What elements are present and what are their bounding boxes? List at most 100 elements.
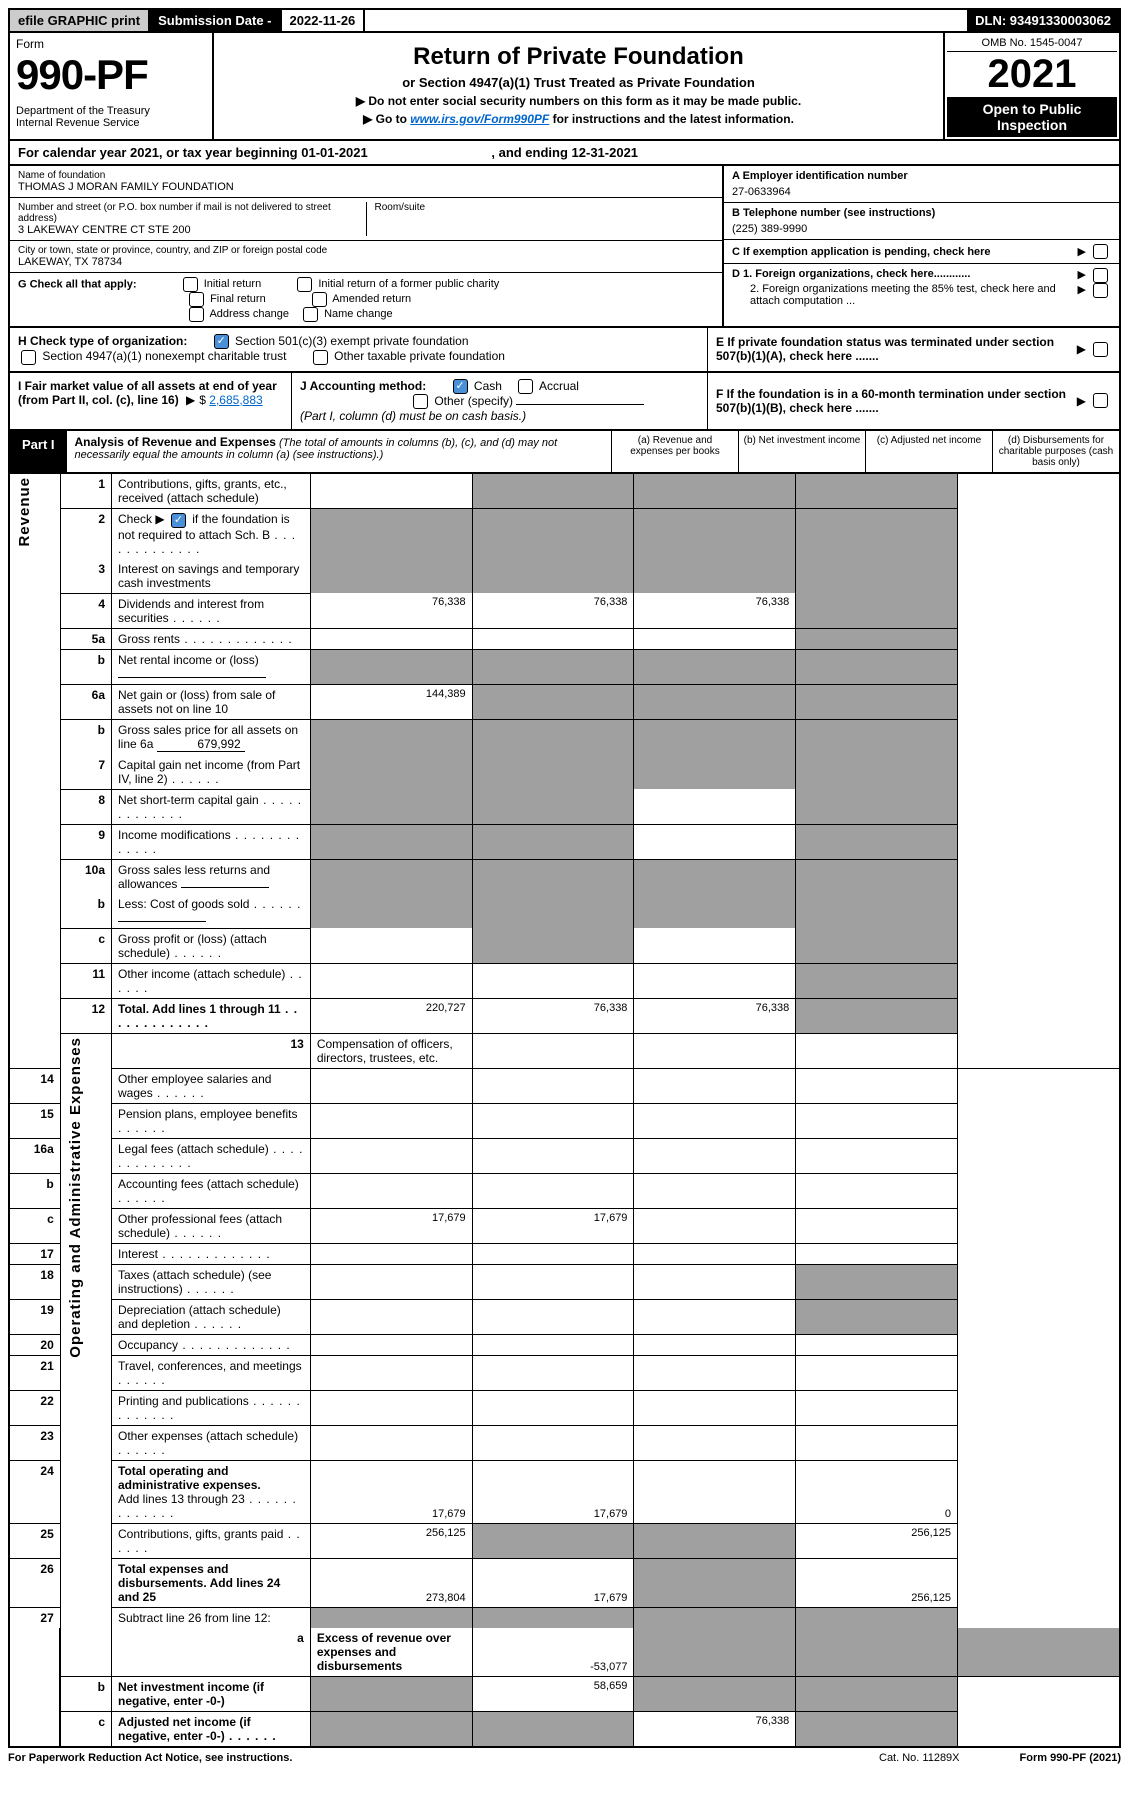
line-num: 5a bbox=[60, 628, 111, 649]
check-f[interactable] bbox=[1093, 393, 1108, 408]
cal-end: 12-31-2021 bbox=[572, 145, 639, 160]
line-12-c: 76,338 bbox=[634, 998, 796, 1033]
address-label: Number and street (or P.O. box number if… bbox=[18, 202, 358, 224]
line-num: 7 bbox=[60, 755, 111, 790]
submission-date-value: 2022-11-26 bbox=[282, 10, 366, 31]
check-amended[interactable] bbox=[312, 292, 327, 307]
line-20: Occupancy bbox=[112, 1334, 311, 1355]
fmv-value-link[interactable]: 2,685,883 bbox=[209, 393, 262, 407]
irs-link[interactable]: www.irs.gov/Form990PF bbox=[410, 112, 549, 126]
line-2: Check ▶ if the foundation is not require… bbox=[112, 509, 311, 559]
line-25-d: 256,125 bbox=[796, 1523, 958, 1558]
check-address-change[interactable] bbox=[189, 307, 204, 322]
line-14: Other employee salaries and wages bbox=[112, 1068, 311, 1103]
g-initial-former: Initial return of a former public charit… bbox=[318, 278, 499, 290]
line-num: 8 bbox=[60, 789, 111, 824]
part1-title: Analysis of Revenue and Expenses bbox=[75, 435, 276, 449]
check-initial-return[interactable] bbox=[183, 277, 198, 292]
form-number: 990-PF bbox=[16, 51, 206, 99]
foundation-info-block: Name of foundation THOMAS J MORAN FAMILY… bbox=[8, 166, 1121, 328]
check-c[interactable] bbox=[1093, 244, 1108, 259]
line-16c-b: 17,679 bbox=[472, 1208, 634, 1243]
h-other: Other taxable private foundation bbox=[334, 349, 505, 363]
check-sch-b[interactable] bbox=[171, 513, 186, 528]
line-19: Depreciation (attach schedule) and deple… bbox=[112, 1299, 311, 1334]
check-d1[interactable] bbox=[1093, 268, 1108, 283]
line-num: 16a bbox=[9, 1138, 60, 1173]
line-27a: Excess of revenue over expenses and disb… bbox=[310, 1628, 472, 1677]
part1-header: Part I Analysis of Revenue and Expenses … bbox=[8, 431, 1121, 474]
check-accrual[interactable] bbox=[518, 379, 533, 394]
line-num: 24 bbox=[9, 1460, 60, 1523]
line-num: c bbox=[60, 928, 111, 963]
line-num: 18 bbox=[9, 1264, 60, 1299]
line-16b: Accounting fees (attach schedule) bbox=[112, 1173, 311, 1208]
form-subtitle: or Section 4947(a)(1) Trust Treated as P… bbox=[224, 75, 933, 90]
line-num: a bbox=[112, 1628, 311, 1677]
tel-label: B Telephone number (see instructions) bbox=[732, 207, 1111, 219]
address-value: 3 LAKEWAY CENTRE CT STE 200 bbox=[18, 224, 358, 236]
footer-left: For Paperwork Reduction Act Notice, see … bbox=[8, 1752, 292, 1764]
expenses-side-label: Operating and Administrative Expenses bbox=[67, 1037, 84, 1358]
check-501c3[interactable] bbox=[214, 334, 229, 349]
g-name: Name change bbox=[324, 308, 393, 320]
check-d2[interactable] bbox=[1093, 283, 1108, 298]
line-num: 13 bbox=[112, 1033, 311, 1068]
instr2-pre: ▶ Go to bbox=[363, 112, 410, 126]
line-4-b: 76,338 bbox=[472, 593, 634, 628]
instruction-2: ▶ Go to www.irs.gov/Form990PF for instru… bbox=[224, 112, 933, 126]
check-e[interactable] bbox=[1093, 342, 1108, 357]
footer-cat-no: Cat. No. 11289X bbox=[879, 1752, 960, 1764]
line-27b-b: 58,659 bbox=[472, 1676, 634, 1711]
tel-value: (225) 389-9990 bbox=[732, 223, 1111, 235]
arrow-icon: ▶ bbox=[186, 393, 195, 407]
line-num: b bbox=[9, 1173, 60, 1208]
check-other-method[interactable] bbox=[413, 394, 428, 409]
line-num: c bbox=[9, 1208, 60, 1243]
ein-value: 27-0633964 bbox=[732, 186, 1111, 198]
check-name-change[interactable] bbox=[303, 307, 318, 322]
g-initial: Initial return bbox=[204, 278, 261, 290]
check-other-taxable[interactable] bbox=[313, 350, 328, 365]
line-num: 9 bbox=[60, 824, 111, 859]
g-label: G Check all that apply: bbox=[18, 278, 137, 290]
check-final-return[interactable] bbox=[189, 292, 204, 307]
arrow-icon: ▶ bbox=[1078, 283, 1086, 307]
check-initial-former[interactable] bbox=[297, 277, 312, 292]
check-4947[interactable] bbox=[21, 350, 36, 365]
department-label: Department of the Treasury Internal Reve… bbox=[16, 105, 206, 129]
line-21: Travel, conferences, and meetings bbox=[112, 1355, 311, 1390]
omb-number: OMB No. 1545-0047 bbox=[947, 35, 1117, 52]
e-label: E If private foundation status was termi… bbox=[716, 335, 1073, 363]
j-accrual: Accrual bbox=[539, 379, 579, 393]
line-16c-a: 17,679 bbox=[310, 1208, 472, 1243]
g-amended: Amended return bbox=[332, 293, 411, 305]
line-10b: Less: Cost of goods sold bbox=[112, 894, 311, 929]
city-value: LAKEWAY, TX 78734 bbox=[18, 256, 714, 268]
col-c-header: (c) Adjusted net income bbox=[866, 431, 993, 472]
j-note: (Part I, column (d) must be on cash basi… bbox=[300, 409, 526, 423]
c-label: C If exemption application is pending, c… bbox=[732, 246, 1074, 258]
line-12-b: 76,338 bbox=[472, 998, 634, 1033]
instruction-1: ▶ Do not enter social security numbers o… bbox=[224, 94, 933, 108]
ij-row: I Fair market value of all assets at end… bbox=[8, 373, 1121, 432]
line-num: 25 bbox=[9, 1523, 60, 1558]
efile-print-button[interactable]: efile GRAPHIC print bbox=[10, 10, 150, 31]
line-18: Taxes (attach schedule) (see instruction… bbox=[112, 1264, 311, 1299]
g-addr: Address change bbox=[209, 308, 289, 320]
part1-label: Part I bbox=[10, 431, 67, 472]
line-12-a: 220,727 bbox=[310, 998, 472, 1033]
line-24: Total operating and administrative expen… bbox=[112, 1460, 311, 1523]
j-other: Other (specify) bbox=[434, 394, 513, 408]
check-cash[interactable] bbox=[453, 379, 468, 394]
line-num: b bbox=[60, 719, 111, 755]
j-label: J Accounting method: bbox=[300, 379, 426, 393]
line-6a-a: 144,389 bbox=[310, 684, 472, 719]
line-16c: Other professional fees (attach schedule… bbox=[112, 1208, 311, 1243]
line-9: Income modifications bbox=[112, 824, 311, 859]
line-12: Total. Add lines 1 through 11 bbox=[112, 998, 311, 1033]
calendar-year-row: For calendar year 2021, or tax year begi… bbox=[8, 141, 1121, 166]
line-26: Total expenses and disbursements. Add li… bbox=[112, 1558, 311, 1607]
d2-label: 2. Foreign organizations meeting the 85%… bbox=[732, 283, 1074, 307]
line-num: 17 bbox=[9, 1243, 60, 1264]
